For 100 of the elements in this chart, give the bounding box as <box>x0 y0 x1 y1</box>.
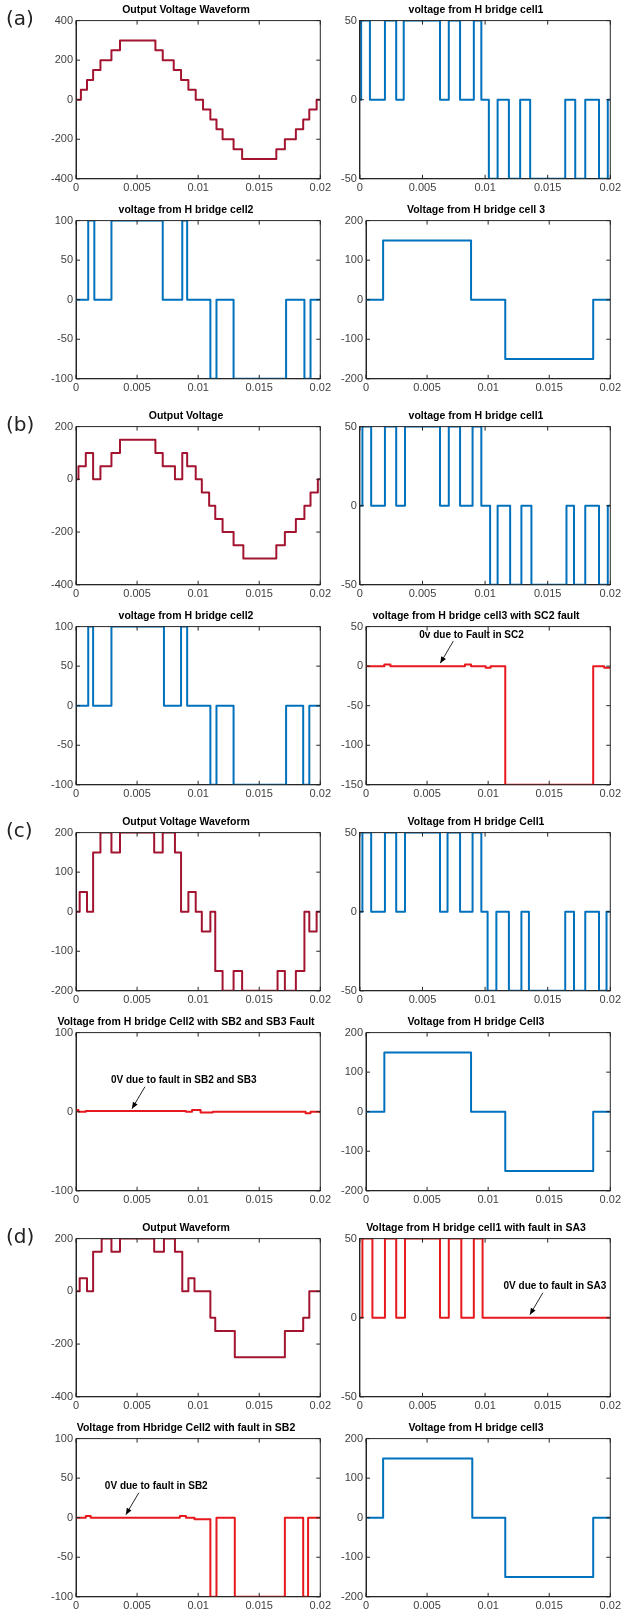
text: (a) <box>6 6 34 30</box>
y-tick-label: 0 <box>66 1104 74 1117</box>
annotation: 0V due to fault in SA3 <box>503 1280 607 1292</box>
x-tick-label: 0.01 <box>474 993 496 1006</box>
x-tick-label: 0.02 <box>309 1599 332 1612</box>
y-tick-label: -100 <box>340 332 364 345</box>
y-tick-label: -100 <box>340 1144 364 1157</box>
y-tick-label: 50 <box>60 1471 74 1484</box>
y-tick-label: 100 <box>54 213 74 226</box>
x-tick-label: 0.02 <box>309 1399 332 1412</box>
x-tick-label: 0.01 <box>474 1399 496 1412</box>
y-tick-label: 50 <box>344 13 357 26</box>
y-tick-label: -200 <box>50 1337 74 1350</box>
y-tick-label: -50 <box>347 698 364 711</box>
x-tick-label: 0.015 <box>245 1599 273 1612</box>
y-tick-label: -100 <box>340 738 364 751</box>
x-tick-label: 0.015 <box>535 787 563 800</box>
x-tick-label: 0.015 <box>535 1599 563 1612</box>
x-tick-label: 0.01 <box>187 181 209 194</box>
y-tick-label: -200 <box>50 132 74 145</box>
y-tick-label: 0 <box>350 498 357 511</box>
y-tick-label: -50 <box>340 983 357 996</box>
x-tick-label: 0.015 <box>533 993 562 1006</box>
x-tick-label: 0.005 <box>123 1193 151 1206</box>
y-tick-label: 200 <box>54 1231 74 1244</box>
text: (c) <box>6 818 33 842</box>
y-tick-label: -100 <box>50 944 74 957</box>
y-tick-label: 100 <box>54 619 74 632</box>
chart-title: Output Voltage Waveform <box>122 3 250 16</box>
x-tick-label: 0.015 <box>245 993 273 1006</box>
chart-title: Voltage from H bridge Cell1 <box>407 815 545 828</box>
annotation: 0v due to Fault in SC2 <box>419 628 525 640</box>
x-tick-label: 0.02 <box>599 181 622 194</box>
x-tick-label: 0.02 <box>309 1193 332 1206</box>
y-tick-label: -400 <box>50 577 74 590</box>
y-tick-label: 0 <box>66 292 74 305</box>
x-tick-label: 0.01 <box>187 1399 209 1412</box>
x-tick-label: 0.015 <box>245 1193 273 1206</box>
y-tick-label: 100 <box>54 1431 74 1444</box>
y-tick-label: 200 <box>344 213 364 226</box>
y-tick-label: -100 <box>50 1183 74 1196</box>
y-tick-label: 50 <box>60 659 74 672</box>
x-tick-label: 0.005 <box>413 787 441 800</box>
chart-title: Voltage from H bridge cell3 <box>408 1421 544 1434</box>
x-tick-label: 0.01 <box>187 1599 209 1612</box>
x-tick-label: 0.005 <box>123 1399 151 1412</box>
x-tick-label: 0.02 <box>599 1399 622 1412</box>
x-tick-label: 0.02 <box>309 787 332 800</box>
y-tick-label: 0 <box>350 1310 357 1323</box>
chart-title: voltage from H bridge cell2 <box>118 609 254 622</box>
x-tick-label: 0.02 <box>599 381 622 394</box>
y-tick-label: -50 <box>340 1389 357 1402</box>
chart-title: Output Waveform <box>142 1221 230 1234</box>
x-tick-label: 0.02 <box>309 993 332 1006</box>
y-tick-label: 200 <box>344 1431 364 1444</box>
y-tick-label: -400 <box>50 1389 74 1402</box>
x-tick-label: 0.01 <box>187 787 209 800</box>
text: (b) <box>6 412 35 436</box>
x-tick-label: 0.01 <box>477 787 499 800</box>
y-tick-label: 100 <box>344 1065 364 1078</box>
y-tick-label: 50 <box>344 1231 357 1244</box>
y-tick-label: -50 <box>57 738 74 751</box>
y-tick-label: 100 <box>54 1025 74 1038</box>
chart-title: Voltage from Hbridge Cell2 with fault in SB2 <box>76 1421 296 1434</box>
chart-title: Output Voltage <box>148 409 224 422</box>
x-tick-label: 0.005 <box>123 381 151 394</box>
x-tick-label: 0.01 <box>187 1193 209 1206</box>
x-tick-label: 0.015 <box>245 181 273 194</box>
y-tick-label: -200 <box>50 983 74 996</box>
chart-title: Voltage from H bridge cell1 with fault in SA3 <box>366 1221 587 1234</box>
y-tick-label: 200 <box>54 825 74 838</box>
y-tick-label: 50 <box>350 619 364 632</box>
x-tick-label: 0.01 <box>474 587 496 600</box>
y-tick-label: 0 <box>356 1510 364 1523</box>
x-tick-label: 0.005 <box>413 1193 441 1206</box>
y-tick-label: 200 <box>344 1025 364 1038</box>
x-tick-label: 0.005 <box>123 181 151 194</box>
x-tick-label: 0.01 <box>187 381 209 394</box>
x-tick-label: 0.005 <box>408 1399 437 1412</box>
x-tick-label: 0.02 <box>599 587 622 600</box>
y-tick-label: 0 <box>66 472 74 485</box>
y-tick-label: 0 <box>66 1284 74 1297</box>
x-tick-label: 0.015 <box>245 1399 273 1412</box>
y-tick-label: -100 <box>50 777 74 790</box>
x-tick-label: 0.02 <box>599 1599 622 1612</box>
x-tick-label: 0.005 <box>123 993 151 1006</box>
x-tick-label: 0.005 <box>408 587 437 600</box>
y-tick-label: 0 <box>66 92 74 105</box>
y-tick-label: 0 <box>356 1104 364 1117</box>
y-tick-label: 0 <box>356 659 364 672</box>
x-tick-label: 0.005 <box>413 381 441 394</box>
y-tick-label: -100 <box>340 1550 364 1563</box>
x-tick-label: 0.015 <box>535 381 563 394</box>
y-tick-label: -50 <box>57 1550 74 1563</box>
y-tick-label: 100 <box>344 253 364 266</box>
annotation: 0V due to fault in SB2 and SB3 <box>110 1074 257 1086</box>
x-tick-label: 0.015 <box>533 181 562 194</box>
y-tick-label: -100 <box>50 1589 74 1602</box>
y-tick-label: -200 <box>50 525 74 538</box>
chart-title: Output Voltage Waveform <box>122 815 250 828</box>
